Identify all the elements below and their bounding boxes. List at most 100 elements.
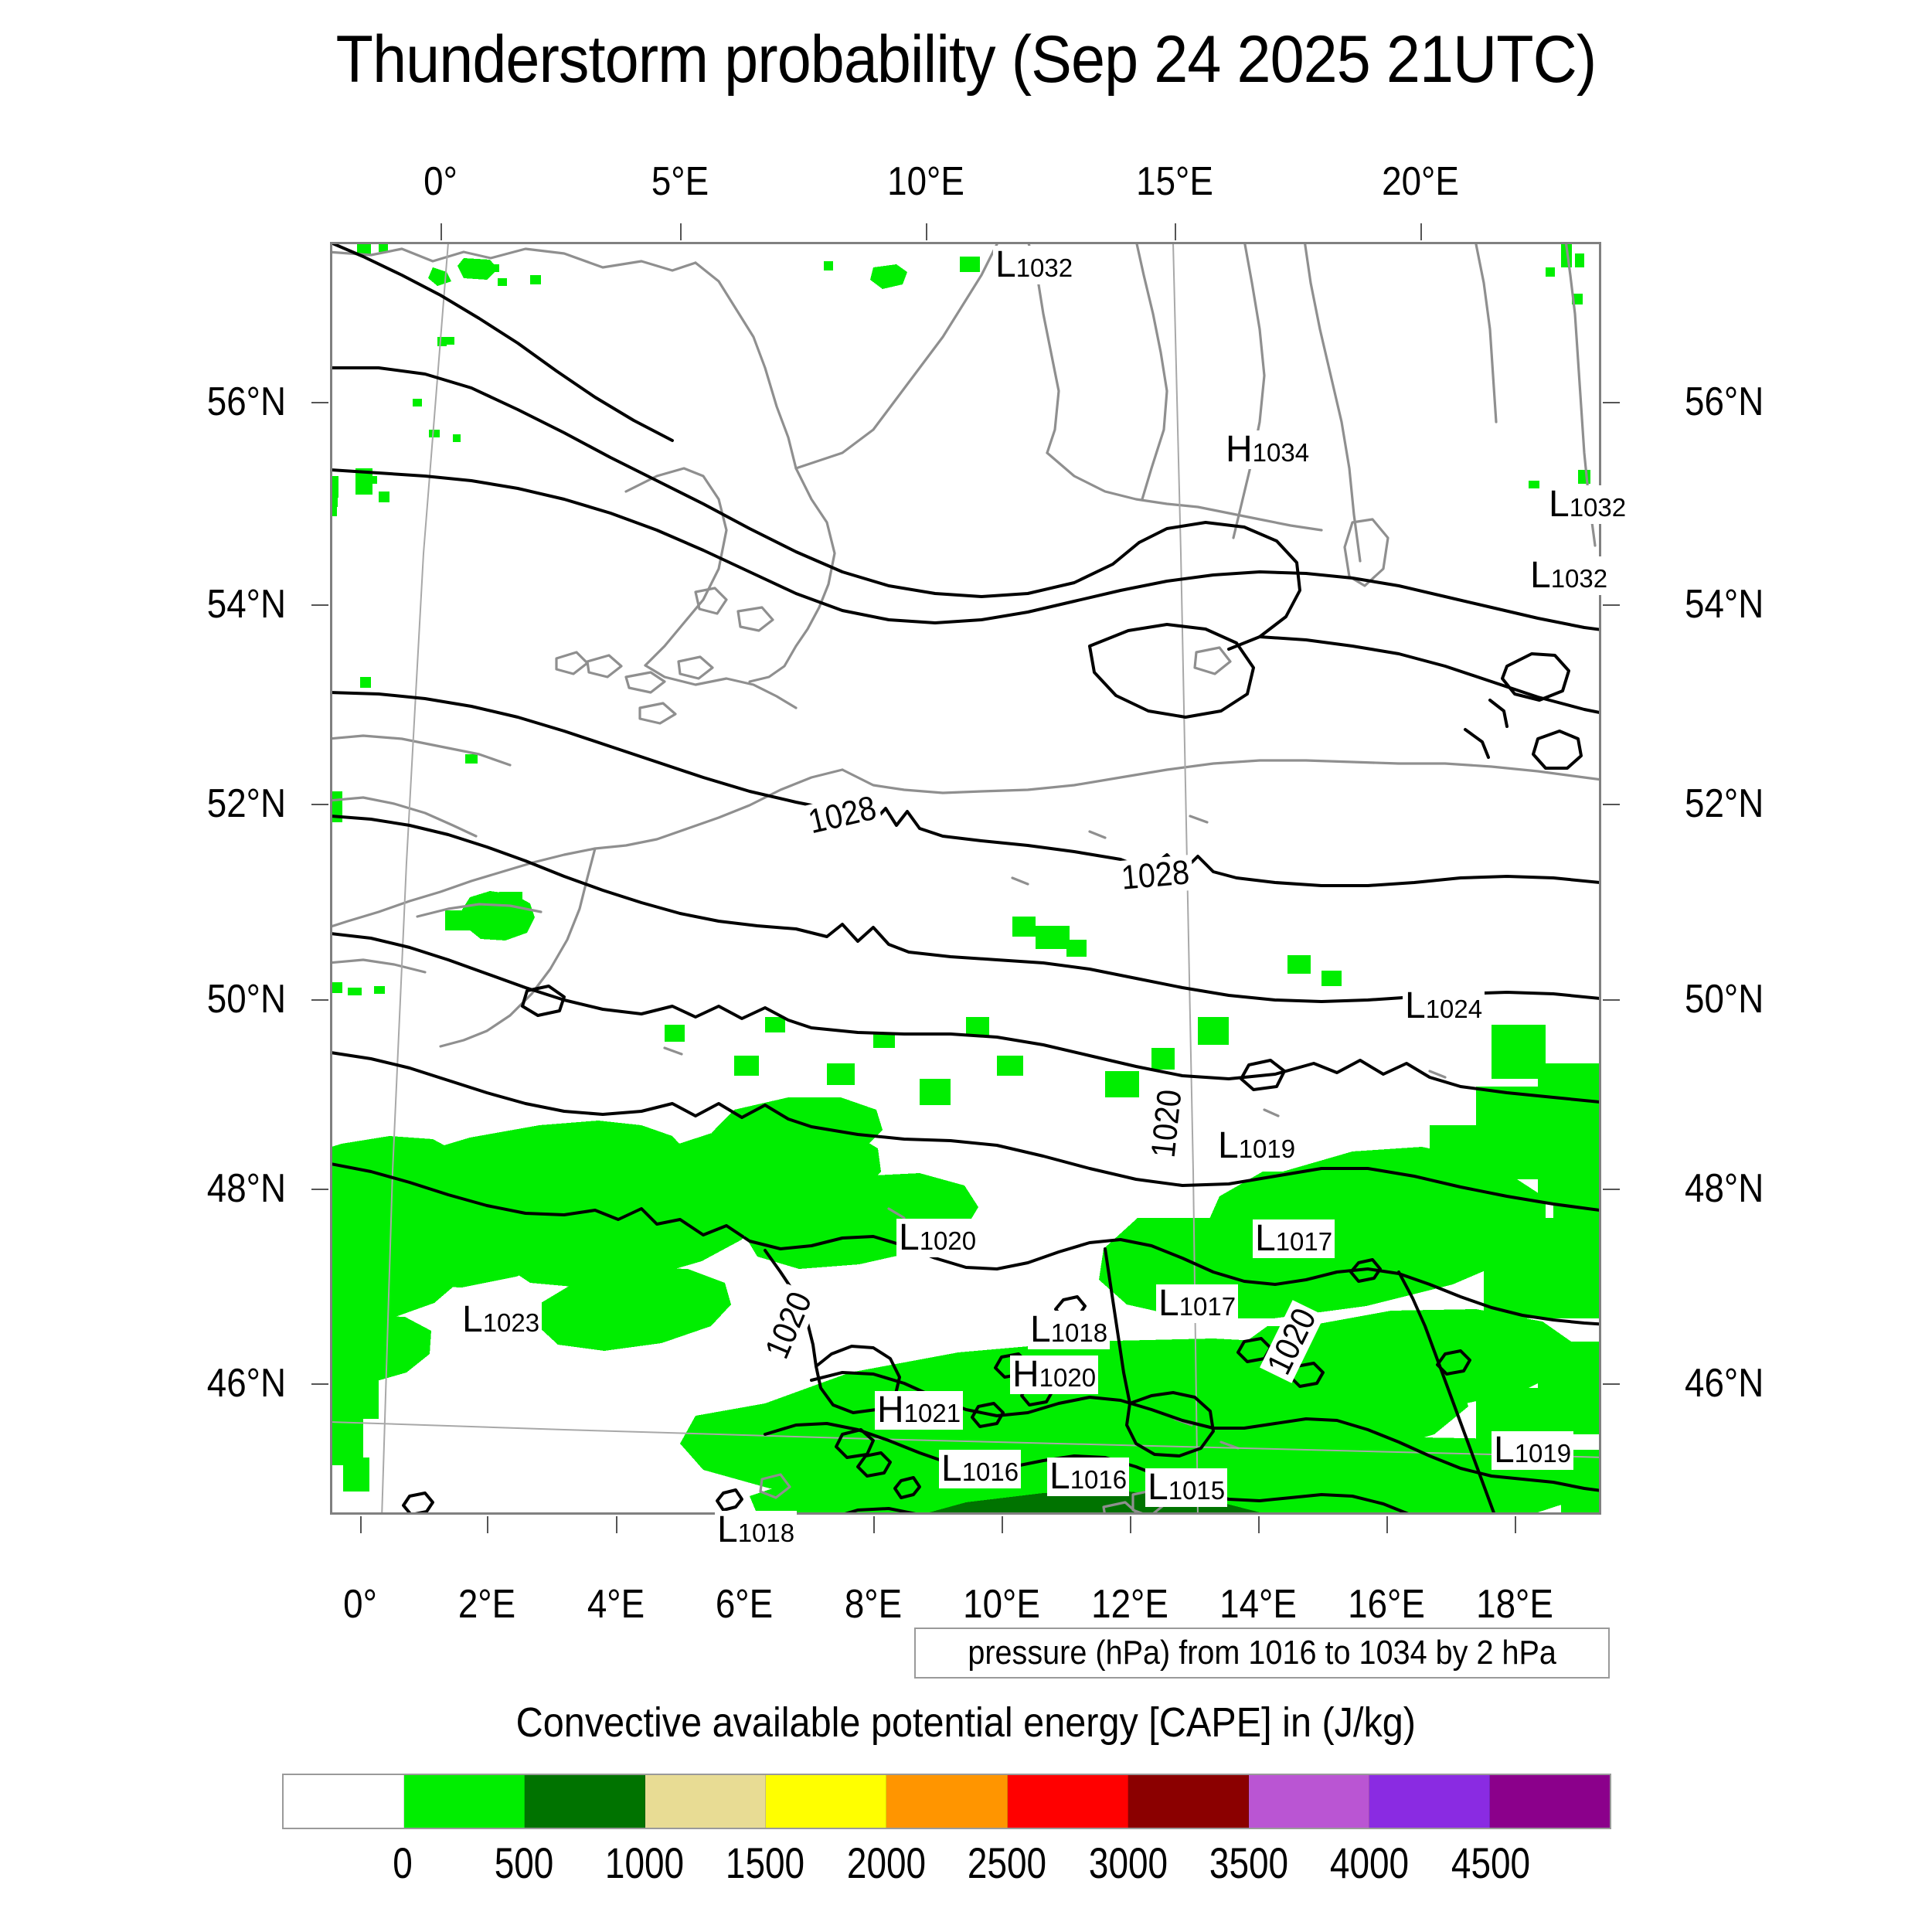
colorbar-tick-1000: 1000 <box>605 1838 685 1887</box>
cape-colorbar[interactable] <box>282 1774 1611 1829</box>
colorbar-segment-4[interactable] <box>766 1775 887 1828</box>
lon-tick-top-0 <box>440 223 442 240</box>
pressure-system-value: 1032 <box>1015 253 1073 282</box>
lon-label-bottom-9: 18°E <box>1476 1582 1553 1627</box>
colorbar-segment-8[interactable] <box>1248 1775 1369 1828</box>
lat-tick-right-3 <box>1603 999 1620 1001</box>
lon-label-bottom-3: 6°E <box>715 1582 774 1627</box>
pressure-system-l-0: L1032 <box>993 244 1076 285</box>
pressure-system-value: 1017 <box>1179 1292 1236 1321</box>
lon-label-top-0: 0° <box>423 159 457 204</box>
colorbar-tick-2000: 2000 <box>846 1838 926 1887</box>
colorbar-segment-2[interactable] <box>525 1775 646 1828</box>
pressure-system-type: L <box>941 1448 962 1489</box>
colorbar-tick-4000: 4000 <box>1330 1838 1410 1887</box>
pressure-system-type: L <box>1148 1467 1168 1508</box>
colorbar-segment-0[interactable] <box>284 1775 405 1828</box>
lat-label-right-1: 54°N <box>1685 582 1764 627</box>
lon-label-bottom-5: 10°E <box>963 1582 1040 1627</box>
colorbar-tick-1500: 1500 <box>726 1838 805 1887</box>
lon-tick-top-1 <box>680 223 682 240</box>
pressure-system-value: 1019 <box>1514 1439 1572 1468</box>
pressure-system-l-7: L1017 <box>1156 1283 1239 1324</box>
pressure-system-l-12: L1023 <box>460 1299 543 1340</box>
lon-tick-bottom-7 <box>1258 1516 1260 1533</box>
pressure-system-l-14: L1016 <box>1047 1458 1130 1496</box>
lat-label-right-2: 52°N <box>1685 781 1764 826</box>
pressure-system-l-16: L1018 <box>715 1509 798 1550</box>
lon-tick-bottom-5 <box>1002 1516 1003 1533</box>
colorbar-segment-5[interactable] <box>886 1775 1008 1828</box>
lat-tick-right-4 <box>1603 1189 1620 1190</box>
lon-label-bottom-7: 14°E <box>1219 1582 1297 1627</box>
lon-tick-top-2 <box>926 223 927 240</box>
lon-tick-bottom-8 <box>1386 1516 1388 1533</box>
lon-tick-bottom-4 <box>873 1516 875 1533</box>
lat-label-left-0: 56°N <box>206 379 286 424</box>
colorbar-tick-500: 500 <box>494 1838 554 1887</box>
pressure-system-l-15: L1015 <box>1145 1467 1228 1508</box>
pressure-system-type: L <box>1530 555 1551 596</box>
colorbar-segment-1[interactable] <box>404 1775 526 1828</box>
lon-label-top-3: 15°E <box>1136 159 1213 204</box>
pressure-system-type: H <box>1012 1354 1039 1395</box>
pressure-system-type: L <box>995 244 1016 285</box>
pressure-system-type: L <box>1030 1309 1051 1350</box>
pressure-system-l-8: L1020 <box>896 1217 979 1258</box>
pressure-system-l-9: L1018 <box>1028 1309 1111 1350</box>
colorbar-tick-3000: 3000 <box>1088 1838 1168 1887</box>
lon-tick-bottom-9 <box>1515 1516 1516 1533</box>
pressure-system-l-5: L1019 <box>1216 1127 1298 1165</box>
lat-tick-left-3 <box>311 999 328 1001</box>
pressure-system-type: L <box>1158 1283 1179 1324</box>
lon-label-top-4: 20°E <box>1382 159 1459 204</box>
pressure-system-l-13: L1016 <box>939 1448 1022 1489</box>
colorbar-segment-10[interactable] <box>1489 1775 1611 1828</box>
pressure-system-value: 1020 <box>919 1226 977 1255</box>
colorbar-segment-6[interactable] <box>1007 1775 1128 1828</box>
map-canvas[interactable] <box>330 242 1601 1515</box>
pressure-system-h-11: H1021 <box>875 1389 964 1430</box>
lat-tick-right-1 <box>1603 604 1620 606</box>
lat-tick-left-5 <box>311 1383 328 1385</box>
pressure-system-value: 1023 <box>482 1308 540 1337</box>
lat-label-left-4: 48°N <box>206 1166 286 1211</box>
lon-label-top-1: 5°E <box>651 159 709 204</box>
pressure-system-value: 1034 <box>1252 438 1310 467</box>
colorbar-tick-2500: 2500 <box>968 1838 1047 1887</box>
lat-label-left-3: 50°N <box>206 977 286 1022</box>
lat-label-left-5: 46°N <box>206 1361 286 1406</box>
pressure-system-type: L <box>717 1509 738 1550</box>
pressure-system-value: 1016 <box>961 1458 1019 1486</box>
pressure-system-type: L <box>899 1217 920 1258</box>
pressure-system-value: 1021 <box>903 1399 961 1427</box>
colorbar-segment-9[interactable] <box>1369 1775 1490 1828</box>
colorbar-tick-0: 0 <box>393 1838 413 1887</box>
pressure-system-value: 1032 <box>1550 564 1608 593</box>
lat-tick-left-0 <box>311 402 328 403</box>
lon-tick-bottom-6 <box>1130 1516 1131 1533</box>
pressure-system-value: 1018 <box>737 1519 795 1547</box>
cape-colorbar-ticks: 0 500 1000 1500 2000 2500 3000 3500 4000 4500 <box>282 1838 1611 1900</box>
lat-label-right-5: 46°N <box>1685 1361 1764 1406</box>
lon-label-bottom-1: 2°E <box>457 1582 516 1627</box>
lon-tick-top-4 <box>1420 223 1422 240</box>
pressure-system-l-4: L1024 <box>1403 987 1485 1026</box>
colorbar-segment-7[interactable] <box>1128 1775 1249 1828</box>
map-graphics <box>332 244 1599 1512</box>
isobar-label-1: 1028 <box>1116 853 1195 897</box>
pressure-system-l-3: L1032 <box>1528 555 1611 596</box>
page-title: Thunderstorm probability (Sep 24 2025 21… <box>335 22 1597 97</box>
lat-label-left-1: 54°N <box>206 582 286 627</box>
colorbar-segment-3[interactable] <box>645 1775 767 1828</box>
pressure-system-type: H <box>877 1389 904 1430</box>
lat-tick-right-2 <box>1603 804 1620 805</box>
pressure-system-l-6: L1017 <box>1253 1219 1335 1258</box>
pressure-system-l-2: L1032 <box>1546 485 1629 524</box>
lon-label-bottom-0: 0° <box>343 1582 377 1627</box>
pressure-system-type: L <box>1494 1430 1515 1471</box>
pressure-system-value: 1016 <box>1070 1465 1128 1494</box>
colorbar-caption: Convective available potential energy [C… <box>515 1699 1417 1746</box>
lon-tick-bottom-2 <box>616 1516 617 1533</box>
pressure-system-type: L <box>462 1299 483 1340</box>
